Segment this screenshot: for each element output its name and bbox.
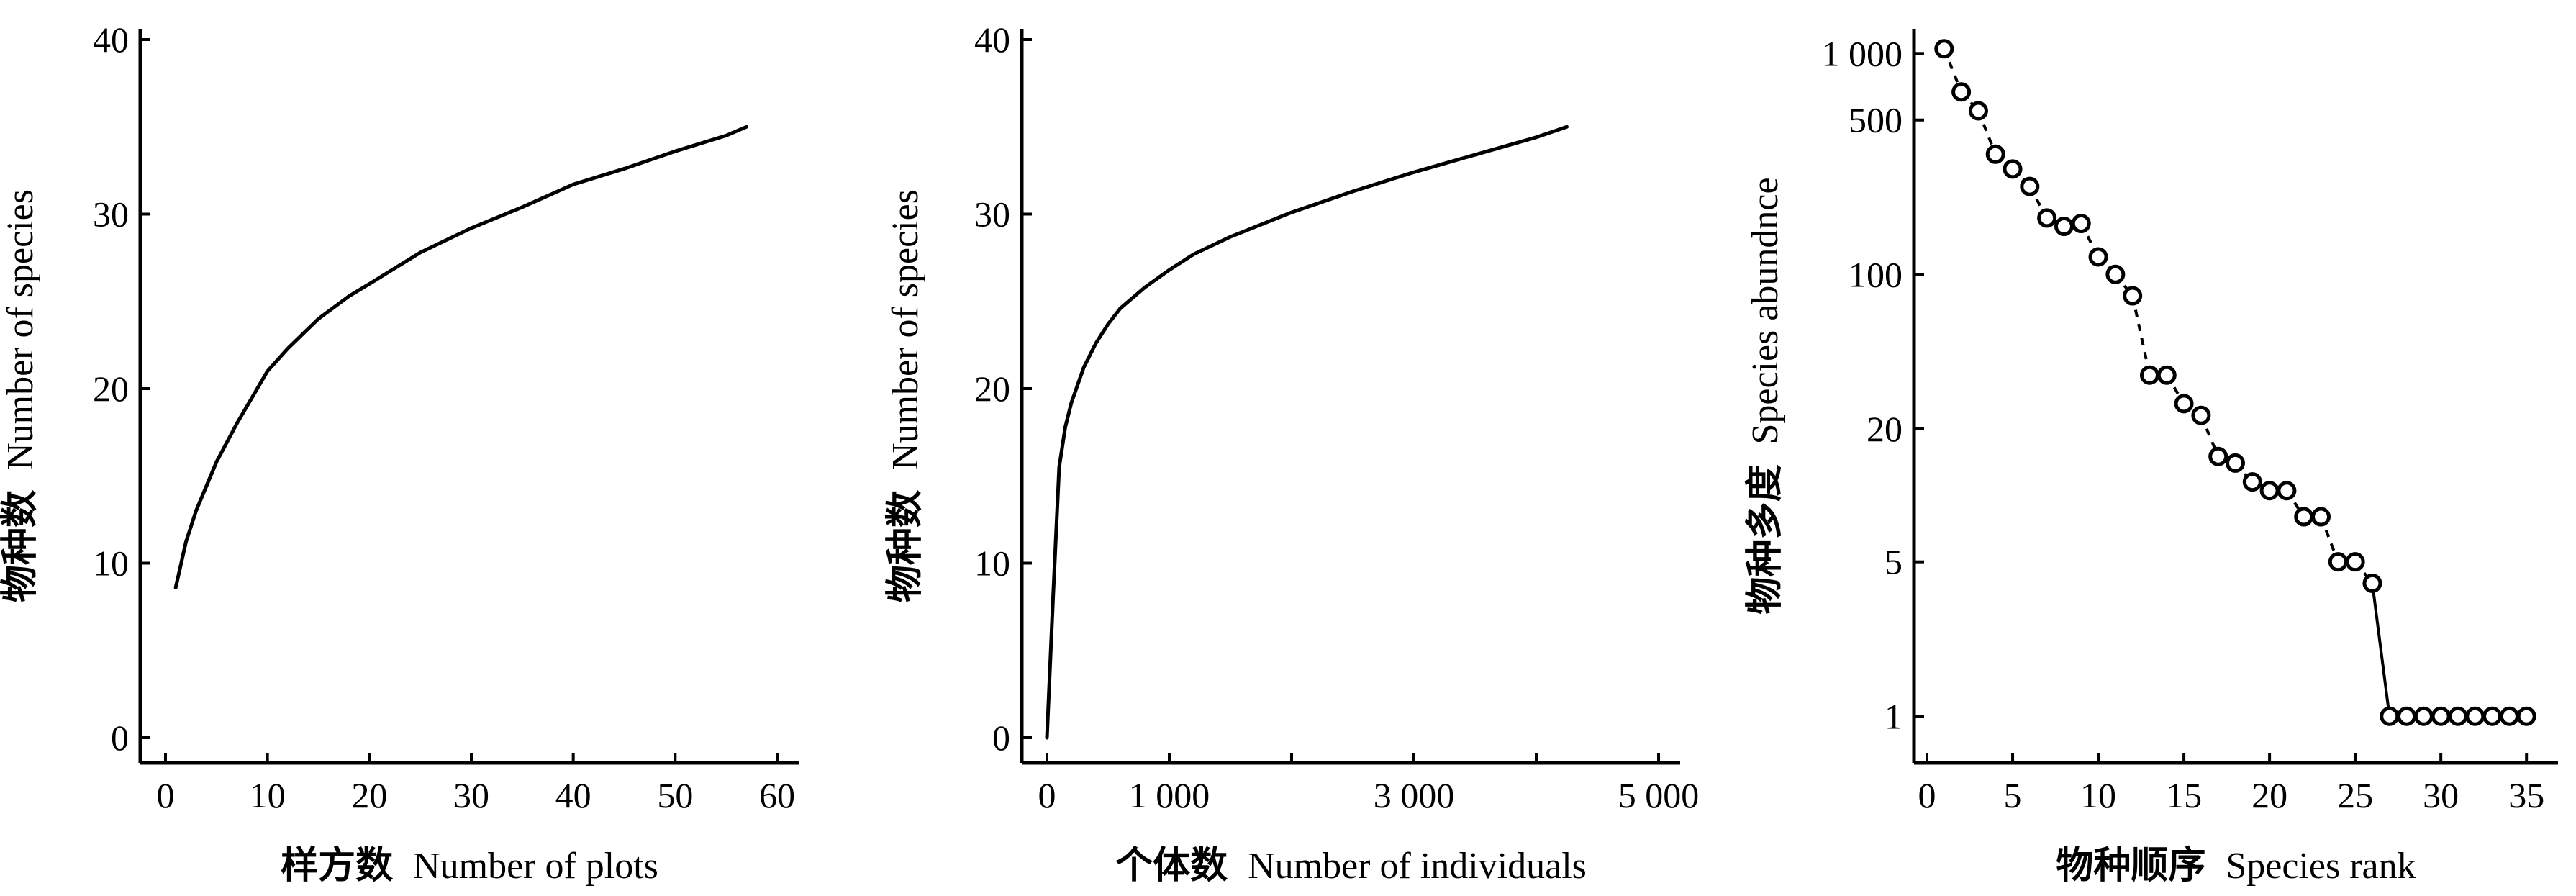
series-line bbox=[173, 125, 748, 589]
x-tick-label: 35 bbox=[2508, 775, 2544, 815]
data-point bbox=[2345, 552, 2365, 572]
y-tick-label: 10 bbox=[93, 543, 129, 584]
y-axis-title-en: Number of species bbox=[0, 189, 41, 470]
y-axis-title: 物种数 Number of species bbox=[0, 189, 42, 602]
y-axis-title-en: Species abundnce bbox=[1745, 177, 1786, 444]
y-tick-label: 100 bbox=[1849, 254, 1902, 294]
data-point bbox=[2208, 446, 2228, 466]
x-tick-label: 5 000 bbox=[1618, 775, 1700, 815]
y-tick-label: 1 bbox=[1885, 696, 1902, 736]
x-tick-label: 30 bbox=[2423, 775, 2459, 815]
y-tick-label: 30 bbox=[93, 194, 129, 235]
data-point bbox=[2362, 573, 2382, 593]
data-point bbox=[2499, 706, 2519, 726]
x-tick-label: 5 bbox=[2004, 775, 2022, 815]
data-point bbox=[2482, 706, 2503, 726]
y-axis-title-cn: 物种多度 bbox=[1743, 465, 1787, 615]
data-point bbox=[2294, 507, 2314, 527]
y-tick-label: 40 bbox=[93, 19, 129, 60]
data-point bbox=[2020, 176, 2040, 196]
y-axis-title-cn: 物种数 bbox=[0, 490, 42, 602]
y-tick-label: 5 bbox=[1885, 542, 1902, 582]
data-point bbox=[2259, 481, 2280, 501]
x-axis-title-en: Number of individuals bbox=[1248, 846, 1587, 887]
x-tick-label: 3 000 bbox=[1374, 775, 1455, 815]
x-tick-label: 20 bbox=[351, 775, 387, 815]
panel-plots-accumulation: 0 10 20 30 40 0 10 20 30 40 50 60 样方数 Number of plots… bbox=[0, 19, 799, 887]
data-point bbox=[2397, 706, 2417, 726]
data-point bbox=[2226, 453, 2245, 473]
connector-segment bbox=[2370, 583, 2391, 717]
y-axis-title: 物种数 Number of species bbox=[884, 189, 927, 602]
y-axis-title: 物种多度 Species abundnce bbox=[1743, 177, 1787, 614]
x-tick-label: 10 bbox=[2080, 775, 2116, 815]
x-axis-title: 样方数 Number of plots bbox=[281, 844, 658, 887]
data-point bbox=[1951, 82, 1972, 102]
x-axis-title-en: Number of plots bbox=[413, 846, 658, 887]
x-tick-label: 60 bbox=[759, 775, 795, 815]
x-tick-label: 40 bbox=[555, 775, 591, 815]
panel-individuals-rarefaction: 0 10 20 30 40 0 1 000 3 000 5 000 个体数 Number of in… bbox=[884, 19, 1699, 887]
x-tick-label: 10 bbox=[250, 775, 286, 815]
data-point bbox=[2448, 706, 2468, 726]
data-point bbox=[2088, 247, 2108, 267]
data-point bbox=[2380, 706, 2400, 726]
connector-segment bbox=[2131, 295, 2151, 376]
x-tick-label: 0 bbox=[157, 775, 175, 815]
x-tick-label: 20 bbox=[2251, 775, 2287, 815]
y-tick-label: 20 bbox=[974, 368, 1010, 409]
x-tick-label: 15 bbox=[2166, 775, 2202, 815]
data-point bbox=[2516, 706, 2536, 726]
x-tick-label: 0 bbox=[1918, 775, 1936, 815]
data-point bbox=[2105, 264, 2126, 284]
data-point bbox=[2465, 706, 2485, 726]
data-point bbox=[2431, 706, 2451, 726]
data-point bbox=[2071, 214, 2091, 234]
data-point bbox=[1968, 101, 1988, 121]
x-tick-label: 50 bbox=[657, 775, 693, 815]
data-point bbox=[2157, 365, 2177, 385]
x-axis-title: 个体数 Number of individuals bbox=[1115, 844, 1587, 887]
data-point bbox=[2191, 405, 2211, 425]
x-axis-title-en: Species rank bbox=[2226, 846, 2416, 887]
x-tick-label: 1 000 bbox=[1129, 775, 1210, 815]
data-point bbox=[2037, 208, 2057, 228]
y-tick-label: 20 bbox=[1867, 409, 1902, 449]
x-axis-title-cn: 样方数 bbox=[281, 844, 393, 887]
y-tick-label: 40 bbox=[974, 19, 1010, 60]
y-tick-label: 30 bbox=[974, 194, 1010, 235]
y-tick-label: 10 bbox=[974, 543, 1010, 584]
data-point bbox=[2277, 481, 2297, 501]
x-tick-label: 25 bbox=[2337, 775, 2373, 815]
y-tick-label: 1 000 bbox=[1822, 33, 1903, 73]
data-point bbox=[1934, 39, 1954, 59]
y-axis-title-cn: 物种数 bbox=[884, 490, 927, 602]
data-point bbox=[2003, 159, 2023, 179]
x-tick-label: 30 bbox=[453, 775, 489, 815]
data-point bbox=[2139, 365, 2159, 385]
y-axis-title-en: Number of species bbox=[885, 189, 926, 470]
data-point bbox=[1985, 144, 2005, 164]
data-point bbox=[2054, 217, 2074, 237]
x-tick-label: 0 bbox=[1038, 775, 1056, 815]
data-point bbox=[2413, 706, 2434, 726]
data-point bbox=[2311, 507, 2331, 527]
y-tick-label: 0 bbox=[111, 718, 129, 758]
data-point bbox=[2328, 552, 2348, 572]
data-point bbox=[2123, 286, 2143, 306]
data-point bbox=[2242, 472, 2262, 492]
data-point bbox=[2174, 394, 2194, 414]
y-tick-label: 500 bbox=[1849, 100, 1902, 140]
y-tick-label: 0 bbox=[992, 718, 1010, 758]
x-axis-title-cn: 个体数 bbox=[1115, 844, 1228, 887]
x-axis-title-cn: 物种顺序 bbox=[2056, 844, 2205, 887]
x-axis-title: 物种顺序 Species rank bbox=[2056, 844, 2416, 887]
series-line bbox=[1045, 125, 1569, 740]
y-tick-label: 20 bbox=[93, 368, 129, 409]
